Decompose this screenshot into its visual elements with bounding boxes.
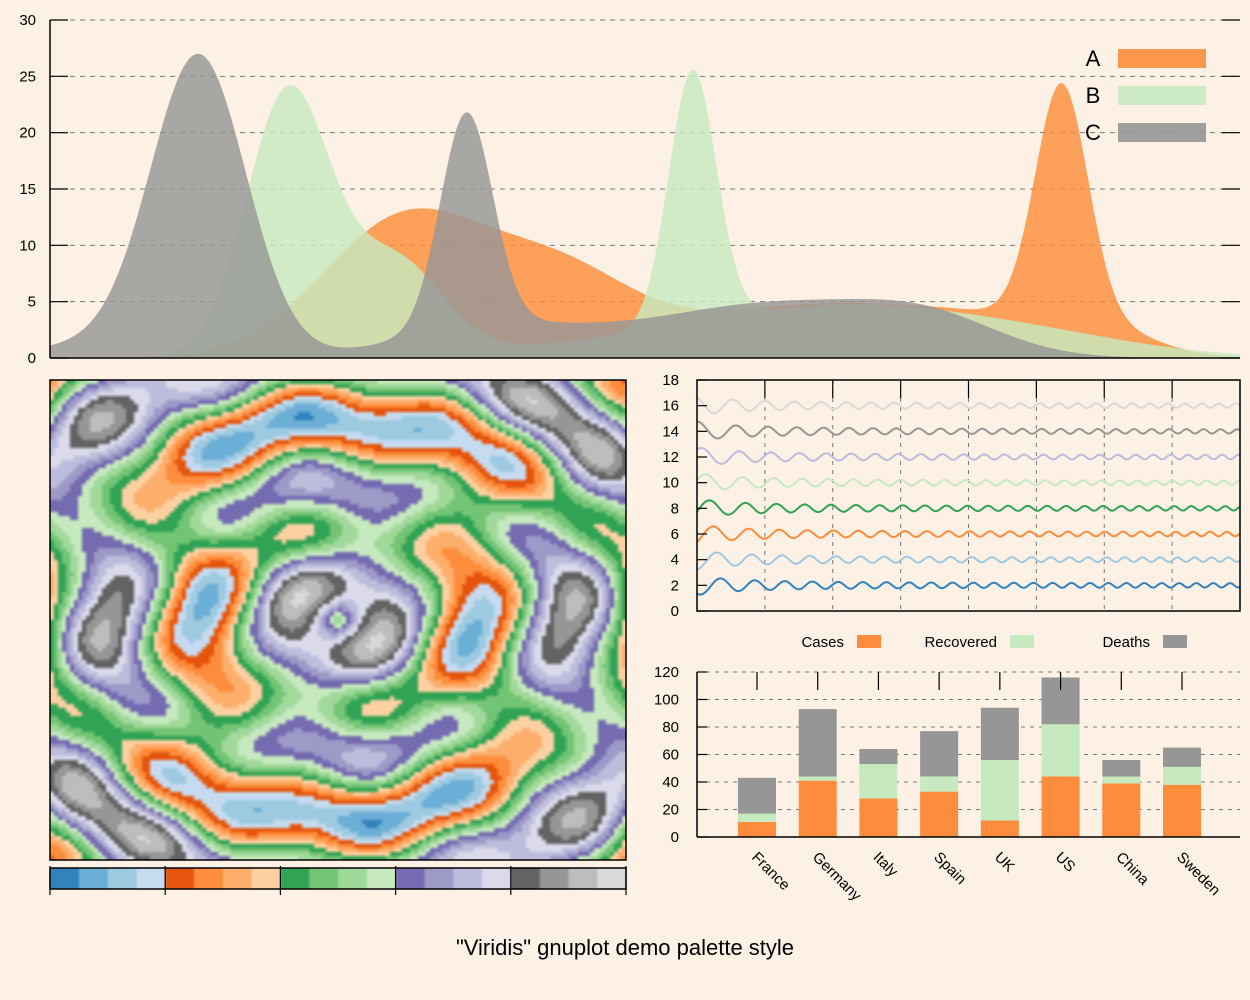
density-chart: 0 5 10 15 20 25 30 ABC: [19, 12, 1240, 367]
bar-segment-cases: [1163, 784, 1201, 837]
wave-line-6: [696, 525, 1241, 543]
bar-y-tick-label: 80: [662, 719, 679, 736]
bar-segment-cases: [1041, 776, 1080, 837]
heatmap-image: [50, 380, 626, 860]
density-y-tick-label: 25: [19, 68, 36, 85]
bar-segment-cases: [798, 780, 837, 837]
bar-segment-deaths: [1163, 747, 1201, 767]
bar-segment-recovered: [980, 760, 1019, 821]
legend-swatch-a: [1118, 49, 1206, 68]
bar-segment-cases: [980, 820, 1019, 837]
waves-y-tick-label: 10: [662, 475, 679, 492]
legend-label-a: A: [1086, 46, 1101, 71]
bar-legend-swatch-deaths: [1163, 635, 1187, 648]
bar-segment-deaths: [920, 731, 959, 777]
density-y-tick-label: 10: [19, 237, 36, 254]
bar-segment-cases: [859, 798, 898, 837]
bar-stacks: [738, 677, 1201, 837]
bar-segment-deaths: [980, 707, 1019, 760]
bar-y-tick-label: 100: [654, 692, 679, 709]
bar-legend-swatch-cases: [857, 635, 881, 648]
waves-y-tick-label: 18: [662, 372, 679, 389]
density-y-tick-label: 20: [19, 125, 36, 142]
bar-y-tick-label: 0: [671, 829, 679, 846]
wave-line-14: [696, 420, 1241, 440]
colorbar-image: [50, 868, 626, 889]
waves-y-tick-label: 0: [671, 603, 679, 620]
bar-segment-recovered: [859, 764, 898, 799]
wave-line-10: [696, 473, 1241, 491]
heatmap-border: [49, 379, 627, 861]
density-area-c: [50, 53, 1240, 358]
bar-segment-recovered: [1163, 766, 1201, 785]
waves-y-tick-label: 6: [671, 526, 679, 543]
bar-segment-recovered: [798, 776, 837, 781]
heatmap-chart: [49, 379, 627, 895]
bar-segment-recovered: [738, 813, 776, 822]
density-y-tick-label: 15: [19, 181, 36, 198]
density-axes: 0 5 10 15 20 25 30: [19, 12, 1240, 367]
bar-legend-swatch-recovered: [1010, 635, 1034, 648]
bar-y-tick-label: 60: [662, 747, 679, 764]
density-y-tick-label: 30: [19, 12, 36, 29]
bar-segment-recovered: [1041, 724, 1080, 777]
page-title: "Viridis" gnuplot demo palette style: [455, 935, 795, 960]
waves-grid: [764, 380, 1173, 611]
waves-y-tick-label: 12: [662, 449, 679, 466]
bar-segment-deaths: [738, 777, 776, 814]
colorbar-frame: [49, 866, 627, 895]
waves-lines: [696, 396, 1241, 596]
density-y-tick-label: 0: [28, 350, 36, 367]
bar-legend: Cases Recovered Deaths: [801, 634, 1187, 651]
bar-legend-label-deaths: Deaths: [1102, 634, 1150, 651]
density-legend: ABC: [1085, 46, 1206, 145]
bar-y-tick-label: 20: [662, 802, 679, 819]
bar-y-tick-label: 40: [662, 774, 679, 791]
waves-axes: 0 2 4 6 8 10 12 14 16 18: [662, 372, 1241, 620]
wave-line-2: [696, 577, 1241, 596]
wave-line-4: [696, 551, 1241, 571]
legend-label-b: B: [1086, 83, 1101, 108]
waves-y-tick-label: 14: [662, 423, 679, 440]
density-area-b: [50, 69, 1240, 358]
bar-segment-deaths: [1102, 760, 1141, 777]
bar-legend-label-recovered: Recovered: [924, 634, 997, 651]
bar-segment-deaths: [859, 749, 898, 765]
density-y-tick-label: 5: [28, 294, 36, 311]
bar-segment-recovered: [920, 776, 959, 792]
bar-segment-cases: [920, 791, 959, 837]
legend-label-c: C: [1085, 120, 1101, 145]
bar-segment-cases: [738, 821, 776, 837]
waves-y-tick-label: 8: [671, 500, 679, 517]
legend-swatch-c: [1118, 123, 1206, 142]
wave-line-16: [696, 396, 1241, 415]
bar-segment-recovered: [1102, 776, 1141, 784]
waves-y-tick-label: 2: [671, 577, 679, 594]
waves-chart: 0 2 4 6 8 10 12 14 16 18: [662, 372, 1241, 620]
bar-y-tick-label: 120: [654, 664, 679, 681]
waves-y-tick-label: 4: [671, 552, 679, 569]
bar-segment-deaths: [798, 709, 837, 777]
wave-line-12: [696, 446, 1241, 465]
legend-swatch-b: [1118, 86, 1206, 105]
bar-grid: [697, 671, 1240, 810]
waves-y-tick-label: 16: [662, 398, 679, 415]
bar-legend-label-cases: Cases: [801, 634, 844, 651]
density-areas: [50, 53, 1240, 358]
bar-segment-cases: [1102, 783, 1141, 837]
wave-line-8: [696, 499, 1241, 516]
